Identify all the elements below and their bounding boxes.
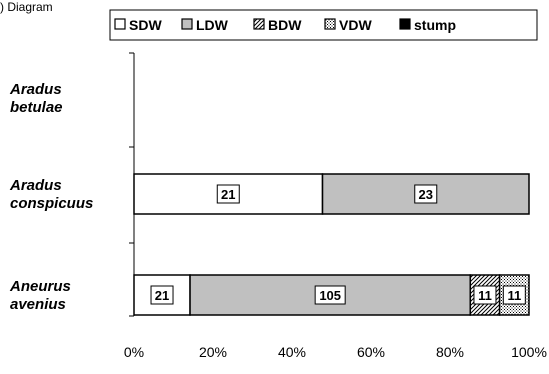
data-label-text: 105 bbox=[319, 288, 341, 303]
x-tick-label: 0% bbox=[124, 344, 144, 360]
data-label-box bbox=[150, 285, 174, 305]
figure-caption: ) Diagram bbox=[0, 0, 53, 14]
data-label-text: 21 bbox=[221, 187, 235, 202]
data-label-box bbox=[473, 285, 497, 305]
x-tick-label: 20% bbox=[199, 344, 227, 360]
data-label-box bbox=[414, 184, 438, 204]
data-label: 11 bbox=[473, 285, 497, 305]
data-labels: 21 23 21 105 11 11 bbox=[150, 184, 526, 305]
x-tick-label: 40% bbox=[278, 344, 306, 360]
legend-label-sdw: SDW bbox=[129, 17, 162, 33]
data-label: 21 bbox=[150, 285, 174, 305]
data-label-box bbox=[314, 285, 346, 305]
category-labels: Aradus betulae Aradus conspicuus Aneurus aven… bbox=[9, 81, 93, 313]
x-tick-label: 100% bbox=[511, 344, 547, 360]
data-label: 21 bbox=[216, 184, 240, 204]
category-label: Aradus betulae bbox=[9, 81, 63, 116]
legend-swatch-sdw bbox=[114, 18, 126, 30]
legend-label-vdw: VDW bbox=[339, 17, 372, 33]
legend: SDW LDW BDW VDW stump bbox=[109, 9, 538, 41]
data-label-text: 23 bbox=[419, 187, 433, 202]
legend-label-ldw: LDW bbox=[196, 17, 229, 33]
legend-label-stump: stump bbox=[414, 17, 456, 33]
data-label: 105 bbox=[314, 285, 346, 305]
x-tick-label: 80% bbox=[436, 344, 464, 360]
legend-swatch-bdw bbox=[253, 18, 265, 30]
data-label: 11 bbox=[502, 285, 526, 305]
data-label-text: 11 bbox=[478, 288, 492, 303]
legend-swatch-vdw bbox=[324, 18, 336, 30]
legend-swatch-ldw bbox=[181, 18, 193, 30]
data-label: 23 bbox=[414, 184, 438, 204]
legend-box bbox=[109, 9, 538, 41]
data-label-text: 11 bbox=[507, 288, 521, 303]
x-tick-label: 60% bbox=[357, 344, 385, 360]
data-label-box bbox=[502, 285, 526, 305]
legend-swatch-stump bbox=[399, 18, 411, 30]
category-label: Aradus conspicuus bbox=[9, 177, 93, 212]
x-axis-ticks: 0% 20% 40% 60% 80% 100% bbox=[124, 344, 547, 360]
data-label-box bbox=[216, 184, 240, 204]
data-label-text: 21 bbox=[155, 288, 169, 303]
category-label: Aneurus avenius bbox=[9, 278, 71, 313]
legend-label-bdw: BDW bbox=[268, 17, 302, 33]
